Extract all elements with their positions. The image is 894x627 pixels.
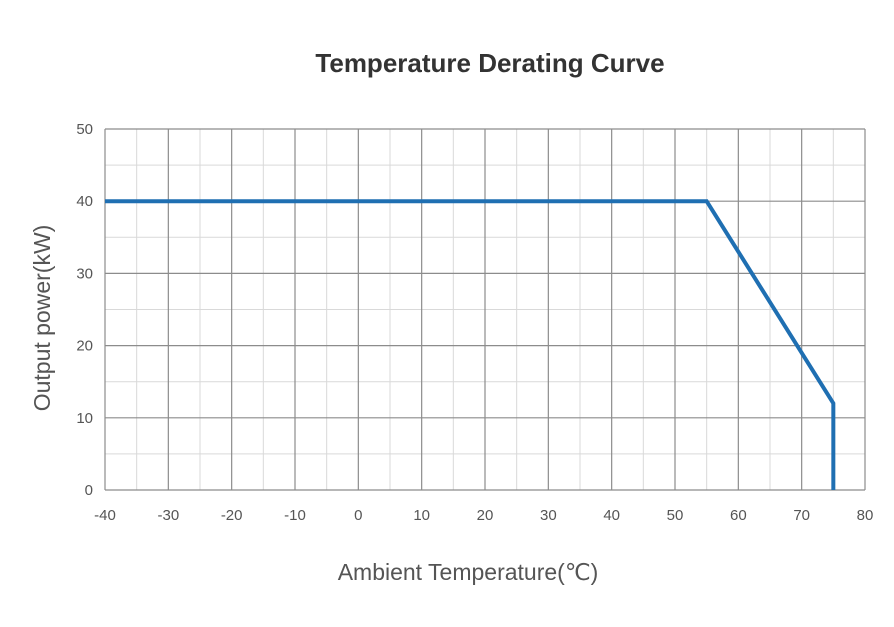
y-tick-label: 40 <box>76 193 93 210</box>
chart-title: Temperature Derating Curve <box>315 48 664 78</box>
y-axis-title: Output power(kW) <box>29 225 55 412</box>
x-tick-label: 80 <box>857 507 874 524</box>
grid <box>104 128 866 491</box>
x-tick-label: 30 <box>540 507 557 524</box>
x-tick-label: -40 <box>94 507 116 524</box>
x-tick-label: 70 <box>793 507 810 524</box>
x-tick-label: 20 <box>477 507 494 524</box>
y-tick-label: 20 <box>76 338 93 355</box>
y-tick-label: 0 <box>85 482 93 499</box>
y-tick-label: 30 <box>76 265 93 282</box>
y-tick-label: 10 <box>76 410 93 427</box>
x-tick-label: 0 <box>354 507 362 524</box>
x-tick-label: -30 <box>157 507 179 524</box>
x-tick-label: 50 <box>667 507 684 524</box>
x-axis-title: Ambient Temperature(℃) <box>338 559 599 585</box>
derating-curve-line <box>105 199 836 490</box>
x-tick-label: 10 <box>413 507 430 524</box>
x-tick-label: 60 <box>730 507 747 524</box>
x-axis-ticks: -40 -30 -20 -10 0 10 20 30 40 50 60 70 80 <box>94 507 873 524</box>
y-axis-ticks: 0 10 20 30 40 50 <box>76 121 93 499</box>
x-tick-label: -20 <box>221 507 243 524</box>
x-tick-label: 40 <box>603 507 620 524</box>
x-tick-label: -10 <box>284 507 306 524</box>
y-tick-label: 50 <box>76 121 93 138</box>
series-layer <box>105 199 836 490</box>
